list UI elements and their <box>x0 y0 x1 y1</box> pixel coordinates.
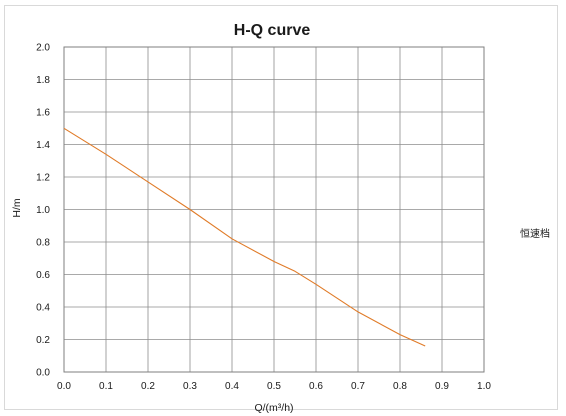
y-axis-ticks: 0.0 0.2 0.4 0.6 0.8 1.0 1.2 1.4 1.6 1.8 2.0 <box>36 43 50 379</box>
chart-frame <box>4 5 558 410</box>
y-axis-title: H/m <box>11 198 23 218</box>
x-tick-label: 0.3 <box>183 381 197 392</box>
series-layer <box>63 127 426 347</box>
grid <box>63 46 485 373</box>
x-tick-label: 0.8 <box>393 381 407 392</box>
y-tick-label: 2.0 <box>36 43 50 54</box>
x-tick-label: 1.0 <box>477 381 491 392</box>
x-tick-label: 0.2 <box>141 381 155 392</box>
y-tick-label: 0.0 <box>36 368 50 379</box>
x-tick-label: 0.0 <box>57 381 71 392</box>
plot-area-border <box>63 46 485 373</box>
series-line-0 <box>63 127 426 347</box>
y-tick-label: 0.8 <box>36 238 50 249</box>
y-tick-label: 0.4 <box>36 303 50 314</box>
x-tick-label: 0.4 <box>225 381 239 392</box>
y-tick-label: 1.8 <box>36 75 50 86</box>
x-axis-ticks: 0.0 0.1 0.2 0.3 0.4 0.5 0.6 0.7 0.8 0.9 1.0 <box>57 381 491 392</box>
y-tick-label: 1.6 <box>36 108 50 119</box>
y-tick-label: 1.4 <box>36 140 50 151</box>
y-tick-label: 0.2 <box>36 335 50 346</box>
y-tick-label: 0.6 <box>36 270 50 281</box>
x-tick-label: 0.5 <box>267 381 281 392</box>
legend-label: 恒速档 <box>520 227 550 240</box>
x-axis-title: Q/(m³/h) <box>254 402 293 414</box>
x-tick-label: 0.9 <box>435 381 449 392</box>
x-tick-label: 0.7 <box>351 381 365 392</box>
y-tick-label: 1.2 <box>36 173 50 184</box>
y-tick-label: 1.0 <box>36 205 50 216</box>
chart-title: H-Q curve <box>234 22 311 39</box>
x-tick-label: 0.6 <box>309 381 323 392</box>
x-tick-label: 0.1 <box>99 381 113 392</box>
